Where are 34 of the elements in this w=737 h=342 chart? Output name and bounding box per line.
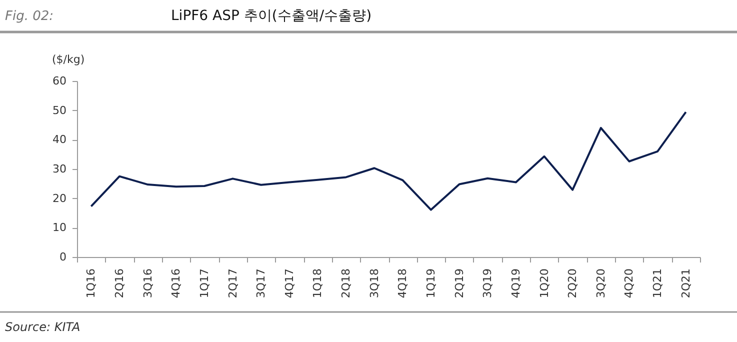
- x-tick-label: 4Q19: [509, 268, 522, 298]
- x-tick-label: 1Q18: [311, 268, 324, 298]
- x-tick-label: 3Q17: [254, 268, 268, 298]
- y-tick-label: 40: [52, 133, 66, 146]
- x-tick-label: 4Q16: [170, 268, 183, 298]
- y-tick-label: 0: [60, 250, 66, 264]
- x-tick-label: 3Q20: [594, 268, 608, 298]
- y-tick-label: 10: [52, 221, 66, 234]
- x-tick-label: 1Q19: [424, 268, 438, 298]
- x-tick-label: 2Q20: [566, 268, 580, 298]
- x-tick-label: 1Q17: [198, 268, 211, 298]
- line-series: [90, 111, 687, 211]
- x-tick-label: 2Q17: [226, 268, 240, 298]
- x-tick-label: 4Q20: [622, 268, 636, 298]
- x-tick-label: 1Q16: [84, 268, 98, 298]
- x-tick-label: 2Q21: [679, 268, 692, 298]
- y-tick-label: 60: [52, 74, 66, 88]
- x-tick-label: 3Q19: [481, 268, 494, 298]
- x-tick-label: 4Q17: [282, 268, 296, 298]
- chart-title: LiPF6 ASP 추이(수출액/수출량): [171, 8, 372, 24]
- x-tick-label: 1Q20: [538, 268, 551, 298]
- x-tick-label: 3Q16: [141, 268, 154, 298]
- y-axis-title: ($/kg): [52, 53, 85, 66]
- y-tick-label: 30: [52, 162, 66, 176]
- y-tick-label: 20: [52, 192, 66, 205]
- source-note: Source: KITA: [5, 320, 80, 334]
- y-tick-label: 50: [52, 104, 66, 117]
- x-tick-label: 4Q18: [396, 268, 410, 298]
- caption: Fig. 02:: [5, 9, 54, 24]
- x-tick-label: 3Q18: [368, 268, 381, 298]
- x-tick-label: 2Q16: [112, 268, 126, 298]
- x-tick-label: 2Q19: [452, 268, 466, 298]
- x-tick-label: 1Q21: [651, 268, 664, 298]
- x-tick-label: 2Q18: [340, 268, 353, 298]
